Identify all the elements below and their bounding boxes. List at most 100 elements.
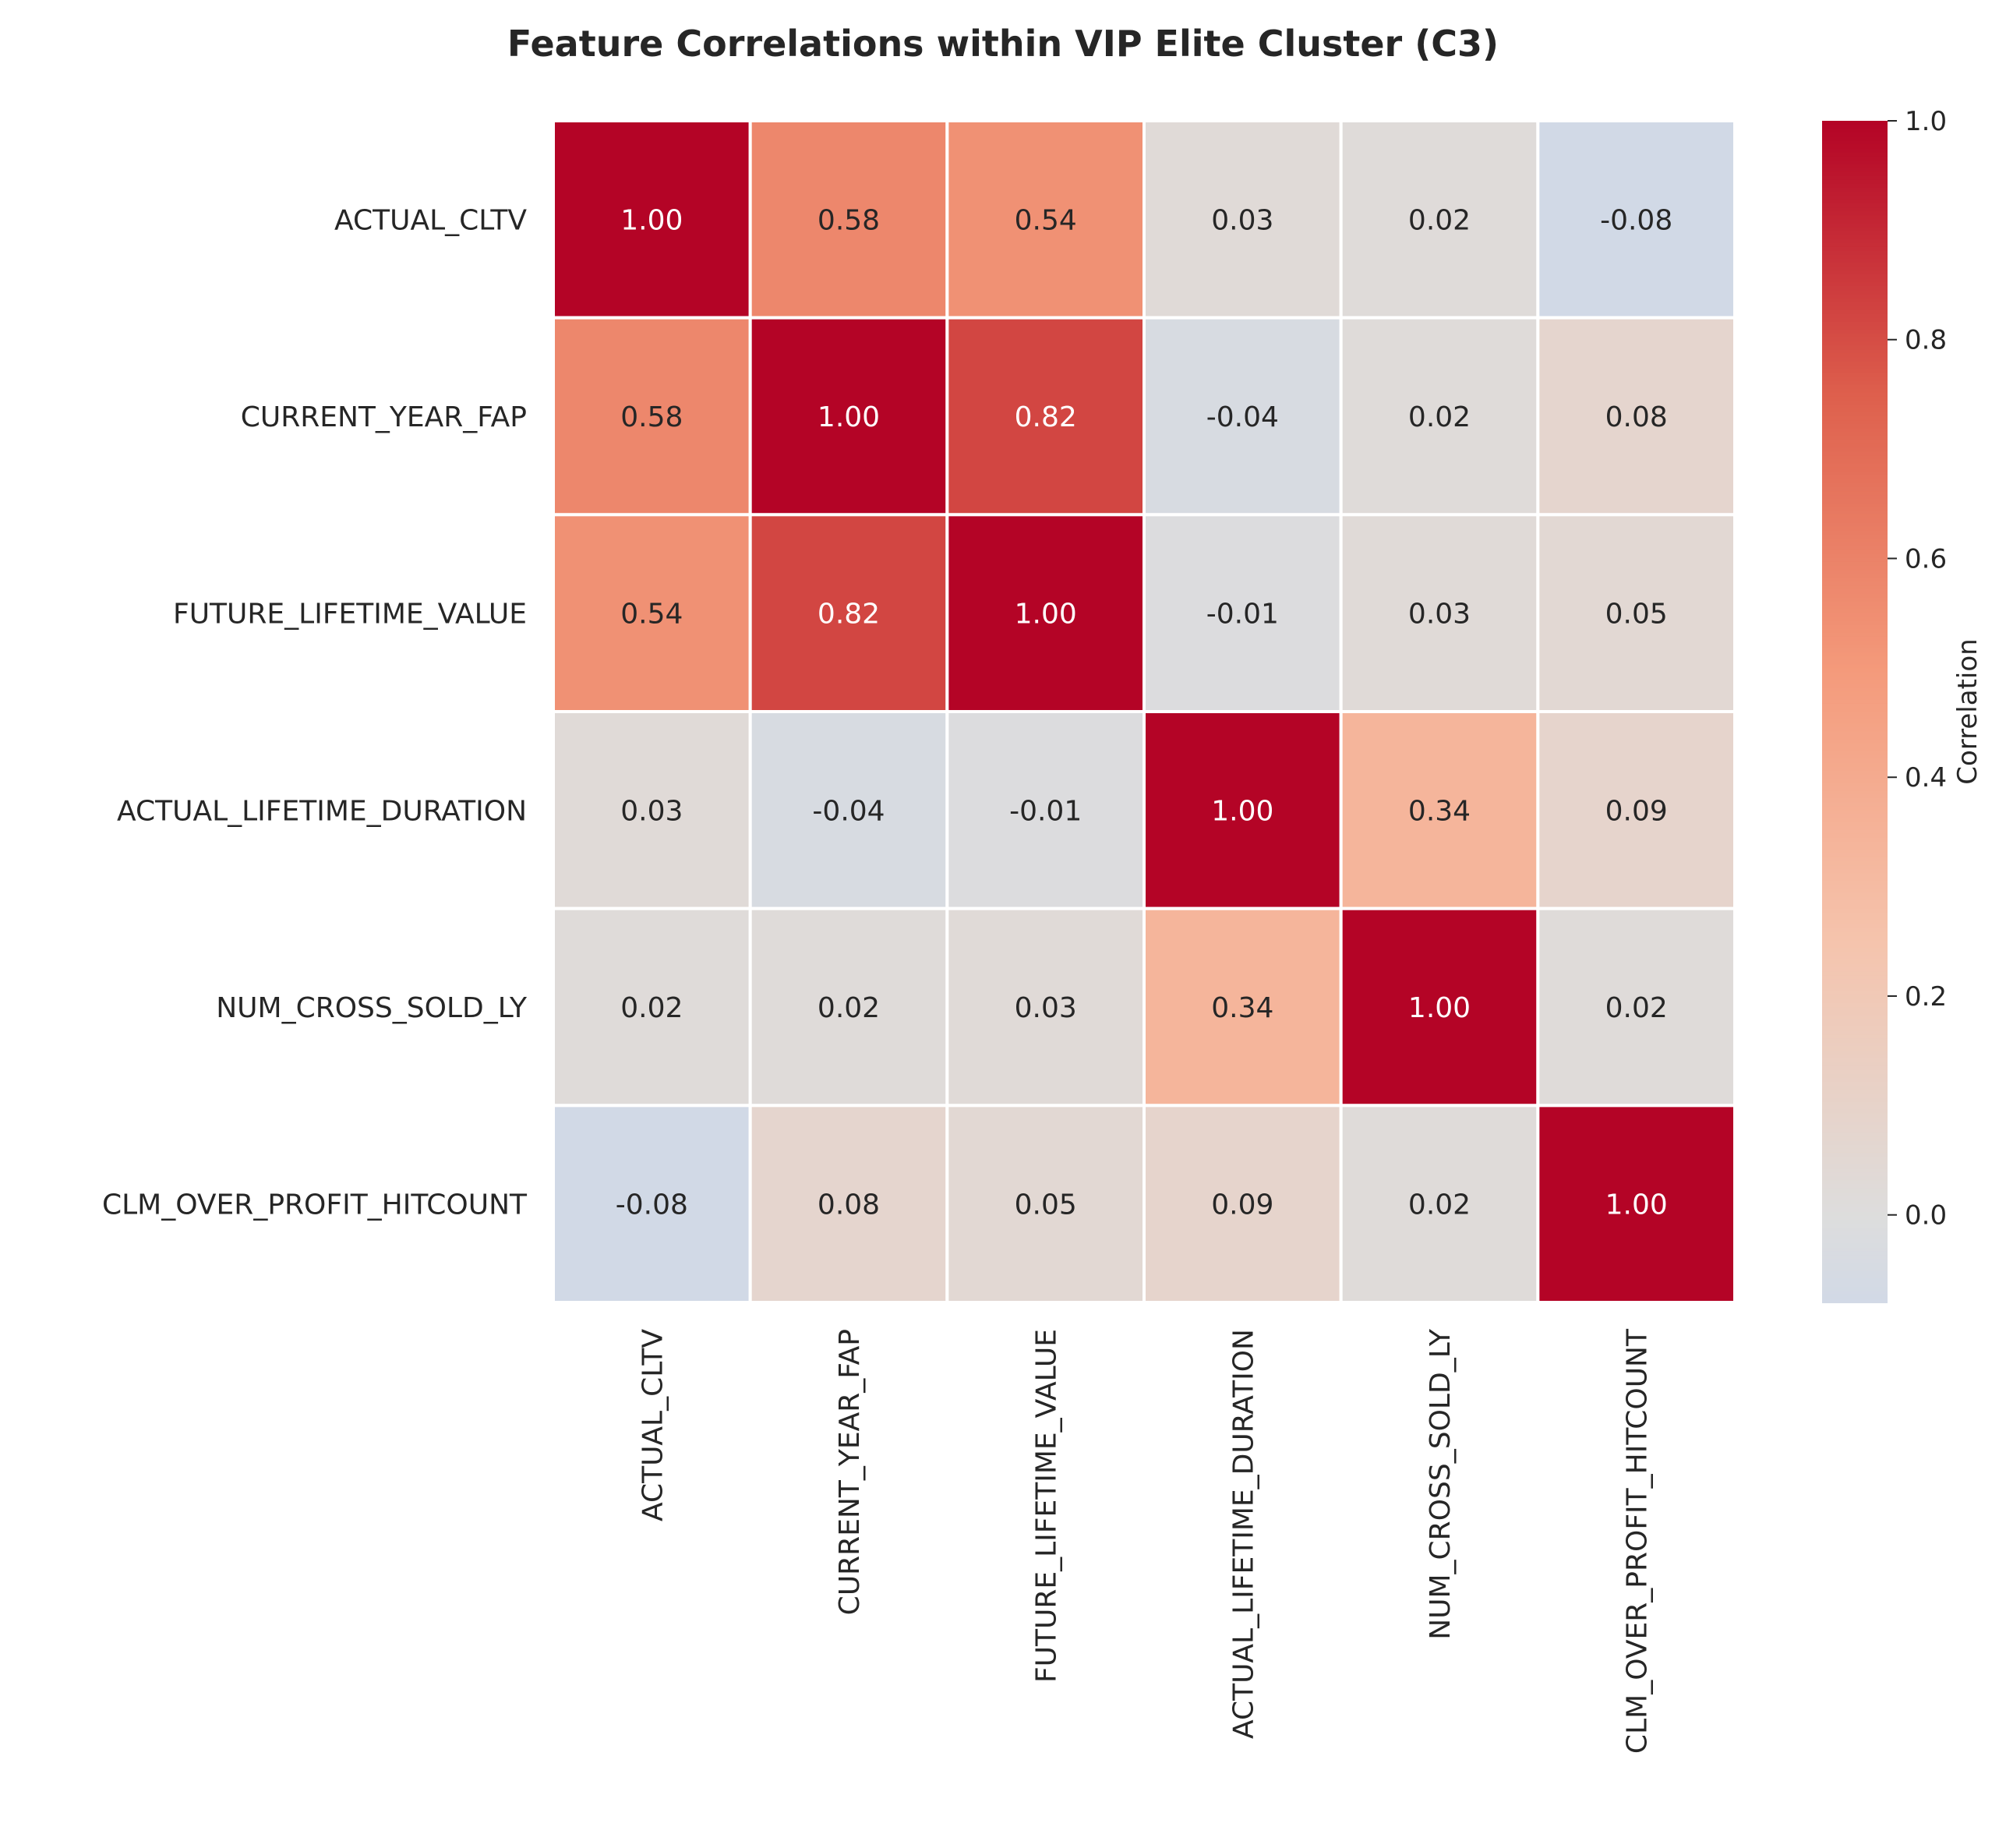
heatmap-cell (1536, 710, 1737, 910)
colorbar-segment (1822, 998, 1888, 1004)
colorbar-segment (1822, 1101, 1888, 1107)
colorbar-segment (1822, 1255, 1888, 1260)
colorbar-segment (1822, 845, 1888, 850)
colorbar-segment (1822, 1243, 1888, 1249)
colorbar-segment (1822, 546, 1888, 551)
colorbar-segment (1822, 278, 1888, 284)
colorbar-segment (1822, 912, 1888, 917)
colorbar-segment (1822, 443, 1888, 449)
colorbar-segment (1822, 593, 1888, 599)
colorbar-segment (1822, 282, 1888, 288)
colorbar-segment (1822, 636, 1888, 642)
cell-value-label: 0.03 (1015, 992, 1077, 1024)
cell-value-label: 0.05 (1015, 1189, 1077, 1221)
colorbar-segment (1822, 325, 1888, 330)
column-label: CURRENT_YEAR_FAP (834, 1329, 866, 1615)
colorbar-segment (1822, 1132, 1888, 1138)
colorbar-segment (1822, 258, 1888, 263)
colorbar-segment (1822, 1002, 1888, 1009)
colorbar-segment (1822, 1097, 1888, 1103)
colorbar-segment (1822, 416, 1888, 422)
colorbar-segment (1822, 380, 1888, 386)
colorbar-segment (1822, 916, 1888, 921)
row-label: FUTURE_LIFETIME_VALUE (173, 599, 527, 631)
colorbar-segment (1822, 601, 1888, 606)
colorbar-segment (1822, 589, 1888, 595)
colorbar-segment (1822, 1278, 1888, 1284)
colorbar-segment (1822, 337, 1888, 342)
heatmap-cell (748, 513, 949, 714)
colorbar-segment (1822, 1136, 1888, 1142)
cell-value-label: 0.02 (1408, 204, 1471, 236)
colorbar-segment (1822, 825, 1888, 831)
heatmap-cell (945, 906, 1146, 1108)
heatmap-cell (1536, 906, 1737, 1108)
colorbar-segment (1822, 963, 1888, 969)
colorbar-segment (1822, 152, 1888, 157)
colorbar-segment (1822, 648, 1888, 654)
heatmap-cell (748, 316, 949, 517)
cell-value-label: 0.08 (1605, 401, 1668, 433)
colorbar-segment (1822, 1239, 1888, 1245)
colorbar-segment (1822, 388, 1888, 394)
colorbar-segment (1822, 365, 1888, 370)
colorbar-segment (1822, 680, 1888, 685)
colorbar-tick-label: 1.0 (1905, 106, 1947, 137)
cell-value-label: 1.00 (1211, 795, 1273, 827)
heatmap-cell (945, 710, 1146, 910)
colorbar-segment (1822, 1188, 1888, 1193)
heatmap-cell (1143, 906, 1343, 1108)
colorbar-segment (1822, 1251, 1888, 1256)
colorbar-segment (1822, 250, 1888, 256)
colorbar-segment (1822, 1062, 1888, 1067)
colorbar-segment (1822, 703, 1888, 708)
colorbar-segment (1822, 991, 1888, 996)
cell-value-label: 0.05 (1605, 599, 1668, 631)
colorbar-segment (1822, 274, 1888, 280)
colorbar-segment (1822, 794, 1888, 800)
heatmap-cells: 1.00 0.58 0.54 0.03 0.02 -0.08 0.58 1.00 0.82 -0.… (552, 119, 1737, 1305)
colorbar-segment (1822, 751, 1888, 756)
column-label: ACTUAL_LIFETIME_DURATION (1227, 1329, 1259, 1739)
colorbar-segment (1822, 766, 1888, 772)
colorbar-segment (1822, 822, 1888, 827)
colorbar-segment (1822, 179, 1888, 185)
colorbar-segment (1822, 782, 1888, 788)
colorbar-segment (1822, 1109, 1888, 1115)
colorbar-segment (1822, 286, 1888, 292)
colorbar-segment (1822, 632, 1888, 638)
colorbar-segment (1822, 853, 1888, 858)
colorbar-segment (1822, 467, 1888, 472)
colorbar-segment (1822, 549, 1888, 555)
colorbar-segment (1822, 298, 1888, 303)
colorbar-segment (1822, 313, 1888, 319)
cell-value-label: -0.04 (812, 795, 885, 827)
colorbar-segment (1822, 538, 1888, 543)
colorbar-segment (1822, 1086, 1888, 1091)
colorbar-segment (1822, 223, 1888, 228)
colorbar-segment (1822, 944, 1888, 949)
cell-value-label: 0.02 (1605, 992, 1668, 1024)
colorbar-segment (1822, 227, 1888, 232)
colorbar-segment (1822, 1211, 1888, 1217)
colorbar-segment (1822, 486, 1888, 493)
colorbar-segment (1822, 254, 1888, 260)
colorbar-segment (1822, 1105, 1888, 1111)
colorbar-tick-label: 0.2 (1905, 981, 1947, 1012)
colorbar-segment (1822, 463, 1888, 468)
colorbar-segment (1822, 183, 1888, 189)
colorbar-segment (1822, 975, 1888, 981)
colorbar-segment (1822, 175, 1888, 181)
colorbar-segment (1822, 526, 1888, 532)
cell-value-label: 0.03 (620, 795, 683, 827)
colorbar-segment (1822, 1298, 1888, 1304)
heatmap-cell (1339, 1104, 1540, 1305)
colorbar-segment (1822, 1207, 1888, 1213)
colorbar-segment (1822, 148, 1888, 154)
colorbar-segment (1822, 1113, 1888, 1118)
colorbar-segment (1822, 475, 1888, 480)
colorbar-segment (1822, 896, 1888, 902)
colorbar-segment (1822, 566, 1888, 571)
colorbar-segment (1822, 341, 1888, 347)
colorbar-segment (1822, 798, 1888, 804)
